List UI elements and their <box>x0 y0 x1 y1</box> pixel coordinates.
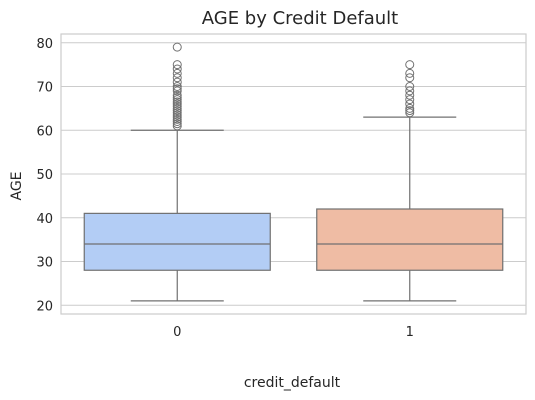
y-tick-label: 60 <box>36 124 53 139</box>
y-tick-label: 70 <box>36 81 53 96</box>
box-group-1 <box>317 61 503 301</box>
y-axis-ticks: 20 30 40 50 60 70 80 <box>36 37 53 315</box>
y-axis-label: AGE <box>9 171 25 200</box>
box-iqr <box>317 209 503 270</box>
outlier-point <box>406 61 414 69</box>
y-tick-label: 80 <box>36 37 53 52</box>
x-axis-label: credit_default <box>244 375 341 391</box>
y-tick-label: 50 <box>36 168 53 183</box>
boxes <box>84 43 503 301</box>
chart-title: AGE by Credit Default <box>202 8 398 29</box>
y-tick-label: 30 <box>36 256 53 271</box>
outlier-point <box>173 43 181 51</box>
y-tick-label: 20 <box>36 299 53 314</box>
box-group-0 <box>84 43 270 301</box>
x-tick-label: 1 <box>406 325 414 340</box>
box-iqr <box>84 213 270 270</box>
x-tick-label: 0 <box>173 325 181 340</box>
y-tick-label: 40 <box>36 212 53 227</box>
